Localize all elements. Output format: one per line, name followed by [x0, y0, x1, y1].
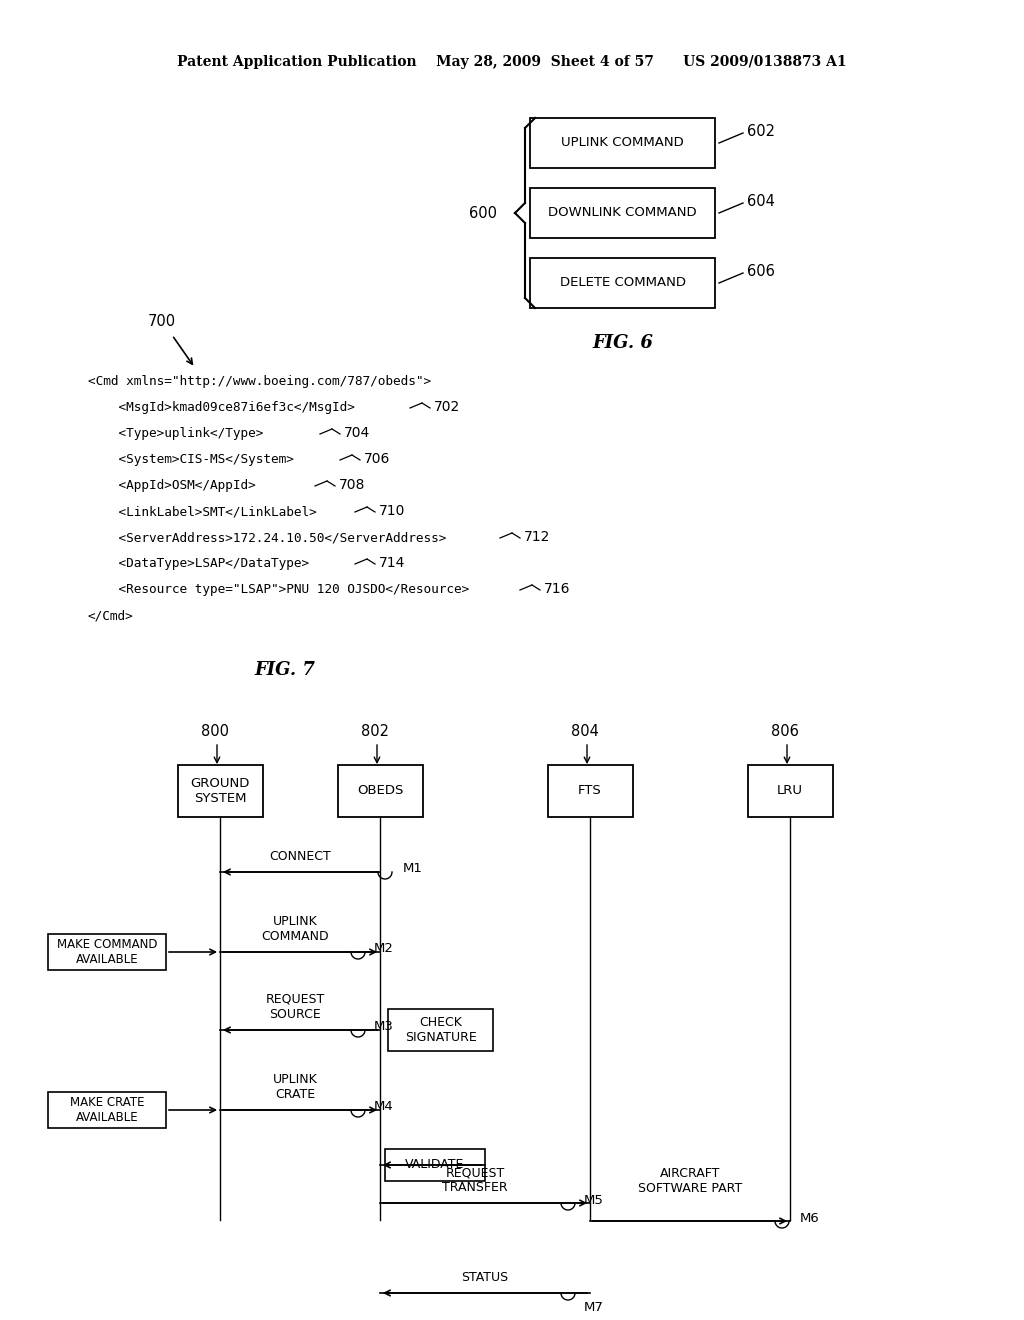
Text: STATUS: STATUS — [462, 1271, 509, 1284]
Text: M6: M6 — [800, 1212, 820, 1225]
Text: AIRCRAFT
SOFTWARE PART: AIRCRAFT SOFTWARE PART — [638, 1167, 742, 1195]
Text: M1: M1 — [403, 862, 423, 875]
Text: DOWNLINK COMMAND: DOWNLINK COMMAND — [548, 206, 696, 219]
Text: GROUND
SYSTEM: GROUND SYSTEM — [190, 777, 250, 805]
Bar — [48, 1092, 166, 1129]
Text: <MsgId>kmad09ce87i6ef3c</MsgId>: <MsgId>kmad09ce87i6ef3c</MsgId> — [88, 401, 355, 414]
Bar — [530, 117, 715, 168]
Text: 600: 600 — [469, 206, 497, 220]
Text: M2: M2 — [374, 942, 394, 956]
Text: UPLINK
COMMAND: UPLINK COMMAND — [261, 915, 329, 942]
Text: <Cmd xmlns="http://www.boeing.com/787/obeds">: <Cmd xmlns="http://www.boeing.com/787/ob… — [88, 375, 431, 388]
Text: 704: 704 — [344, 426, 371, 440]
Text: <LinkLabel>SMT</LinkLabel>: <LinkLabel>SMT</LinkLabel> — [88, 506, 316, 519]
Text: M3: M3 — [374, 1020, 394, 1034]
Text: LRU: LRU — [777, 784, 803, 797]
Text: MAKE COMMAND
AVAILABLE: MAKE COMMAND AVAILABLE — [56, 939, 158, 966]
Text: <DataType>LSAP</DataType>: <DataType>LSAP</DataType> — [88, 557, 309, 570]
Text: 700: 700 — [147, 314, 176, 330]
Text: 806: 806 — [771, 725, 799, 739]
Text: VALIDATE: VALIDATE — [406, 1159, 465, 1172]
Bar — [338, 766, 423, 817]
Text: 712: 712 — [524, 531, 550, 544]
Text: Patent Application Publication    May 28, 2009  Sheet 4 of 57      US 2009/01388: Patent Application Publication May 28, 2… — [177, 55, 847, 69]
Text: 606: 606 — [746, 264, 775, 279]
Bar — [48, 935, 166, 970]
Text: 804: 804 — [571, 725, 599, 739]
Text: 714: 714 — [379, 556, 406, 570]
Text: 708: 708 — [339, 478, 366, 492]
Text: DELETE COMMAND: DELETE COMMAND — [559, 276, 685, 289]
Text: <System>CIS-MS</System>: <System>CIS-MS</System> — [88, 454, 294, 466]
Text: 716: 716 — [544, 582, 570, 597]
Text: 702: 702 — [434, 400, 460, 414]
Bar — [748, 766, 833, 817]
Bar — [388, 1008, 493, 1051]
Text: REQUEST
SOURCE: REQUEST SOURCE — [265, 993, 325, 1020]
Text: FIG. 7: FIG. 7 — [255, 661, 315, 678]
Text: 706: 706 — [364, 451, 390, 466]
Text: FTS: FTS — [579, 784, 602, 797]
Text: MAKE CRATE
AVAILABLE: MAKE CRATE AVAILABLE — [70, 1096, 144, 1125]
Bar — [385, 1148, 485, 1181]
Text: UPLINK COMMAND: UPLINK COMMAND — [561, 136, 684, 149]
Text: 710: 710 — [379, 504, 406, 517]
Text: OBEDS: OBEDS — [356, 784, 403, 797]
Text: 802: 802 — [361, 725, 389, 739]
Text: CHECK
SIGNATURE: CHECK SIGNATURE — [404, 1016, 476, 1044]
Text: M5: M5 — [584, 1193, 604, 1206]
Text: M4: M4 — [374, 1101, 394, 1114]
Text: M7: M7 — [584, 1302, 604, 1313]
Text: CONNECT: CONNECT — [269, 850, 331, 863]
Bar — [548, 766, 633, 817]
Text: <AppId>OSM</AppId>: <AppId>OSM</AppId> — [88, 479, 256, 492]
Text: </Cmd>: </Cmd> — [88, 610, 134, 623]
Bar — [530, 187, 715, 238]
Text: 800: 800 — [201, 725, 229, 739]
Text: <ServerAddress>172.24.10.50</ServerAddress>: <ServerAddress>172.24.10.50</ServerAddre… — [88, 532, 446, 544]
Text: <Type>uplink</Type>: <Type>uplink</Type> — [88, 428, 263, 441]
Text: REQUEST
TRANSFER: REQUEST TRANSFER — [442, 1166, 508, 1195]
Text: UPLINK
CRATE: UPLINK CRATE — [272, 1073, 317, 1101]
Text: <Resource type="LSAP">PNU 120 OJSDO</Resource>: <Resource type="LSAP">PNU 120 OJSDO</Res… — [88, 583, 469, 597]
Bar — [530, 257, 715, 308]
Bar — [177, 766, 262, 817]
Text: FIG. 6: FIG. 6 — [592, 334, 653, 352]
Text: 604: 604 — [746, 194, 775, 209]
Text: 602: 602 — [746, 124, 775, 139]
